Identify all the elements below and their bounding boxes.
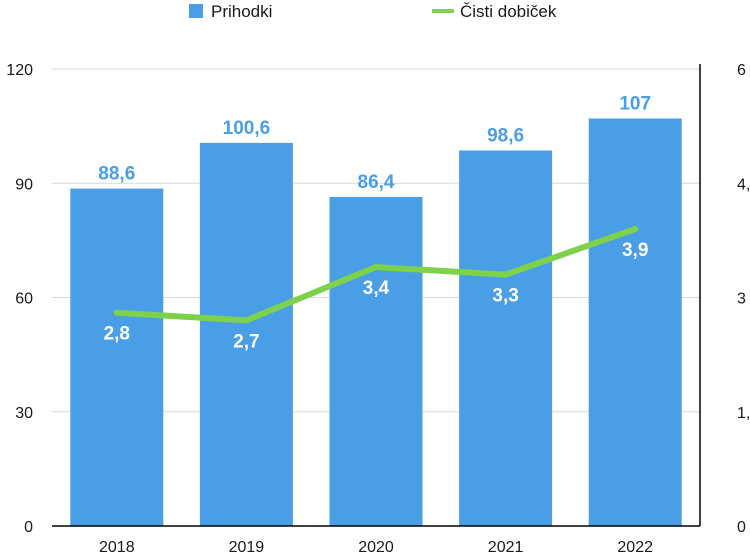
bar-value-label: 107	[619, 94, 651, 115]
x-tick-label: 2020	[358, 539, 394, 556]
x-tick-label: 2021	[488, 539, 524, 556]
line-value-label: 2,8	[104, 324, 130, 345]
bar-value-label: 98,6	[487, 125, 524, 146]
y-right-tick-label: 1,5	[737, 405, 750, 422]
line-point	[502, 271, 509, 278]
bar	[459, 150, 553, 526]
legend-swatch-cisti-dobicek	[432, 9, 454, 13]
line-value-label: 3,9	[622, 240, 648, 261]
legend-label-prihodki: Prihodki	[211, 2, 272, 21]
y-right-tick-label: 3	[737, 291, 746, 308]
y-right-tick-label: 4,5	[737, 176, 750, 193]
x-tick-label: 2019	[229, 539, 265, 556]
axes-group: 0 0 30 1,5 60 3 90 4,5 120 6 2018 2019 2020 2021 2022	[6, 62, 750, 556]
bar	[199, 142, 293, 527]
line-group	[113, 225, 639, 324]
bar	[70, 188, 164, 526]
legend-label-cisti-dobicek: Čisti dobiček	[460, 2, 557, 21]
bar	[329, 196, 423, 526]
line-value-label: 3,3	[492, 286, 518, 307]
y-left-tick-label: 120	[6, 62, 33, 79]
y-left-tick-label: 90	[15, 176, 33, 193]
line-point	[373, 264, 379, 271]
bar	[588, 118, 682, 526]
bar-value-label: 88,6	[98, 164, 135, 185]
y-right-tick-label: 0	[737, 519, 746, 536]
y-right-tick-label: 6	[737, 62, 746, 79]
data-labels-group: 88,6 100,6 86,4 98,6 107 2,8 2,7 3,4 3,3 3,9	[98, 94, 651, 353]
legend-swatch-prihodki	[189, 4, 203, 18]
line-point	[113, 309, 120, 316]
bar-value-label: 86,4	[358, 172, 395, 193]
bars-group	[70, 118, 682, 527]
line-point	[243, 317, 250, 324]
bar-value-label: 100,6	[223, 118, 271, 139]
x-tick-label: 2022	[617, 539, 653, 556]
y-left-tick-label: 60	[15, 291, 33, 308]
y-left-tick-label: 0	[24, 519, 33, 536]
x-tick-label: 2018	[99, 539, 135, 556]
line-value-label: 3,4	[363, 278, 390, 299]
legend: Prihodki Čisti dobiček	[189, 2, 557, 21]
y-left-tick-label: 30	[15, 405, 33, 422]
line-point	[632, 225, 639, 232]
line-value-label: 2,7	[233, 331, 259, 352]
